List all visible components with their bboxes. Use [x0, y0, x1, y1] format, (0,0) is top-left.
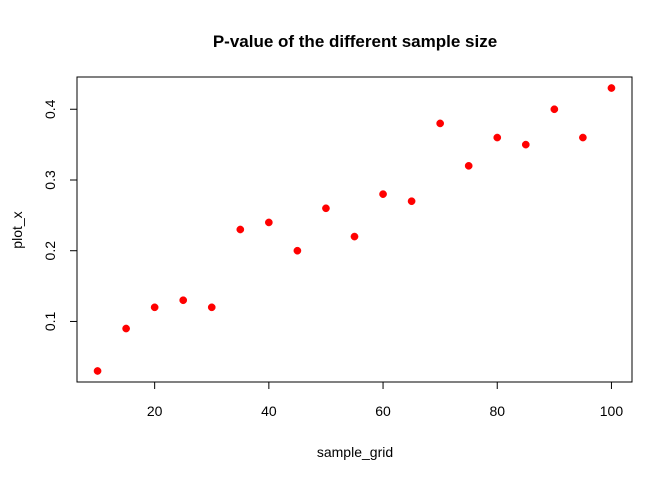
data-points	[93, 84, 616, 375]
data-point	[436, 119, 444, 128]
x-axis-label: sample_grid	[317, 444, 393, 460]
data-point	[150, 303, 159, 312]
x-tick-label: 40	[261, 403, 277, 419]
plot-frame	[76, 76, 633, 383]
y-tick-label: 0.2	[42, 241, 58, 261]
data-point	[236, 225, 245, 234]
data-point	[550, 105, 559, 114]
data-point	[322, 204, 330, 213]
data-point	[207, 303, 216, 312]
data-point	[179, 296, 188, 305]
data-point	[293, 246, 302, 255]
data-point	[407, 197, 416, 206]
y-axis-label: plot_x	[9, 211, 25, 248]
data-point	[607, 84, 616, 92]
data-point	[493, 133, 502, 142]
data-point	[521, 140, 530, 149]
data-point	[379, 190, 387, 198]
data-point	[265, 218, 273, 227]
x-tick-label: 80	[489, 403, 505, 419]
x-tick-label: 100	[600, 403, 624, 419]
x-axis: 20 40 60 80 100	[147, 382, 623, 419]
chart-title: P-value of the different sample size	[213, 32, 497, 51]
data-point	[350, 232, 359, 241]
x-tick-label: 60	[375, 403, 391, 419]
y-tick-label: 0.3	[42, 170, 58, 190]
data-point	[464, 161, 473, 170]
data-point	[93, 367, 102, 375]
data-point	[122, 324, 130, 333]
y-tick-label: 0.1	[42, 312, 58, 332]
x-tick-label: 20	[147, 403, 163, 419]
y-tick-label: 0.4	[42, 99, 58, 119]
data-point	[579, 133, 587, 142]
y-axis: 0.1 0.2 0.3 0.4	[42, 99, 77, 331]
